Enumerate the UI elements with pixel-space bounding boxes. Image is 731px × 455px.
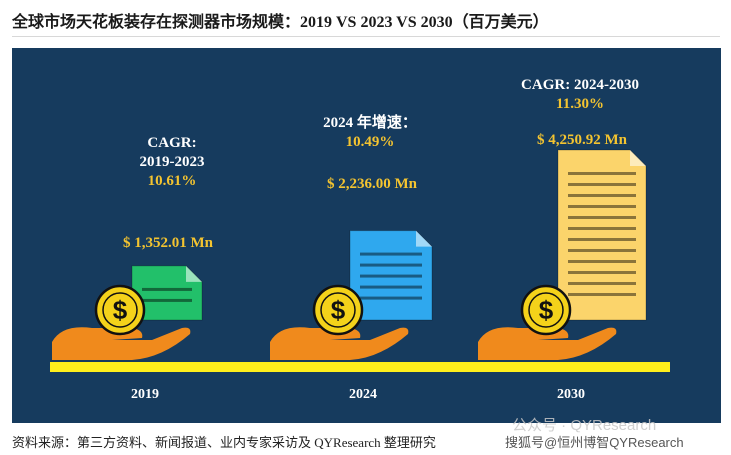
dollar-sign: $ (113, 295, 128, 325)
hand-icon (270, 327, 409, 360)
document-fold (630, 150, 646, 166)
chart-baseline (50, 362, 670, 372)
document-line (142, 298, 192, 302)
chart-title: 全球市场天花板装存在探测器市场规模：2019 VS 2023 VS 2030（百… (12, 14, 549, 31)
document-line (568, 293, 636, 296)
note-2019-rate: 10.61% (147, 173, 197, 189)
hand-icon (478, 327, 617, 360)
document-line (568, 194, 636, 197)
note-2019-line2: 2019-2023 (139, 154, 205, 170)
x-tick-2019: 2019 (131, 387, 159, 402)
document-line (568, 205, 636, 208)
document-line (360, 296, 422, 300)
dollar-sign: $ (331, 295, 346, 325)
title-divider (12, 36, 720, 37)
document-line (568, 260, 636, 263)
document-line (360, 263, 422, 267)
note-2024: 2024 年增速： 10.49% (270, 114, 470, 152)
dollar-sign: $ (539, 295, 554, 325)
document-line (568, 172, 636, 175)
note-2024-rate: 10.49% (345, 134, 395, 150)
hand-icon (52, 327, 191, 360)
x-tick-2024: 2024 (349, 387, 377, 402)
document-line (568, 183, 636, 186)
document-line (568, 238, 636, 241)
bar-2019: $ (52, 265, 203, 360)
document-line (142, 287, 192, 291)
value-label-2019: $ 1,352.01 Mn (123, 235, 213, 251)
document-line (568, 227, 636, 230)
document-line (568, 249, 636, 252)
note-2030: CAGR: 2024-2030 11.30% (480, 76, 680, 114)
value-label-2024: $ 2,236.00 Mn (327, 176, 417, 192)
note-2030-line1: CAGR: 2024-2030 (521, 77, 639, 93)
note-2019: CAGR: 2019-2023 10.61% (72, 134, 272, 191)
bar-2024: $ (270, 230, 433, 360)
document-fold (186, 265, 202, 282)
note-2030-rate: 11.30% (556, 96, 604, 112)
document-line (568, 216, 636, 219)
note-2019-line1: CAGR: (147, 135, 197, 151)
document-line (568, 271, 636, 274)
watermark-sohu: 搜狐号@恒州博智QYResearch (505, 432, 684, 451)
document-line (568, 282, 636, 285)
document-line (360, 274, 422, 278)
value-label-2030: $ 4,250.92 Mn (537, 132, 627, 148)
document-line (360, 285, 422, 289)
document-line (360, 252, 422, 256)
source-note: 资料来源：第三方资料、新闻报道、业内专家采访及 QYResearch 整理研究 (12, 435, 436, 450)
x-tick-2030: 2030 (557, 387, 585, 402)
watermark-wechat: 公众号 · QYResearch (512, 417, 657, 434)
document-fold (416, 230, 432, 247)
bar-2030: $ (478, 149, 647, 360)
note-2024-line1: 2024 年增速： (323, 115, 417, 131)
